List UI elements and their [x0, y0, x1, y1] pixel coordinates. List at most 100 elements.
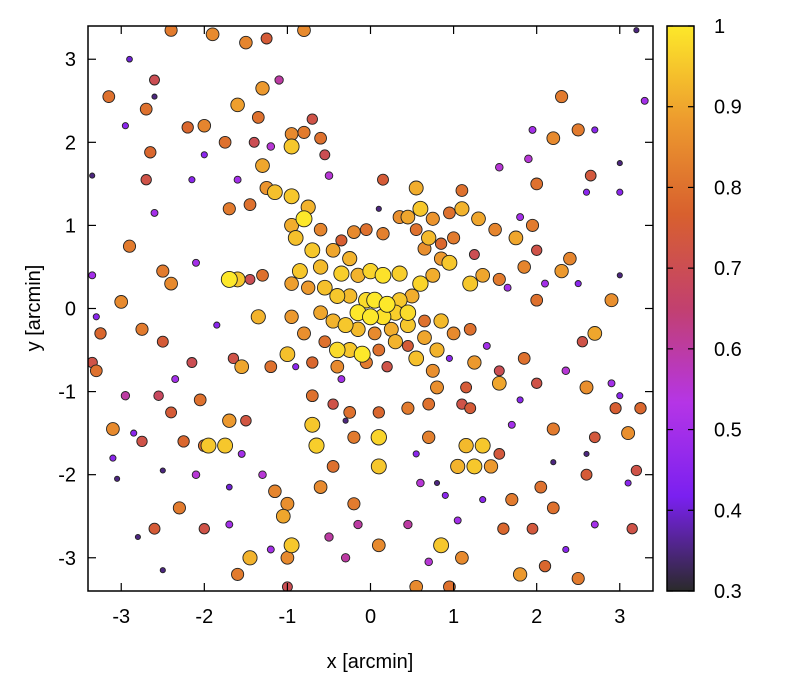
data-point — [151, 93, 158, 100]
data-point — [92, 313, 100, 321]
data-point — [250, 309, 266, 325]
data-point — [283, 188, 300, 205]
y-tick-label: 3 — [65, 49, 76, 71]
colorbar-tick-label: 0.3 — [714, 581, 742, 603]
data-point — [517, 260, 531, 274]
data-point — [474, 437, 491, 454]
data-point — [337, 375, 346, 384]
data-point — [571, 123, 585, 137]
data-point — [267, 184, 283, 201]
data-point — [275, 508, 291, 524]
data-point — [362, 308, 379, 326]
data-point — [304, 416, 321, 433]
y-axis-title: y [arcmin] — [23, 265, 45, 352]
data-point — [280, 496, 295, 511]
data-point — [418, 314, 431, 328]
data-point — [584, 169, 597, 182]
data-point — [225, 520, 234, 529]
data-point — [329, 341, 346, 359]
data-point — [391, 265, 408, 282]
data-point — [466, 458, 483, 475]
data-point — [340, 553, 351, 563]
y-tick-label: -1 — [58, 382, 76, 404]
y-tick-label: 1 — [65, 215, 76, 237]
data-point — [371, 538, 386, 553]
data-point — [417, 330, 432, 345]
data-point — [526, 522, 539, 535]
data-point — [422, 397, 436, 411]
data-point — [516, 396, 524, 404]
data-point — [326, 460, 340, 473]
data-point — [458, 437, 474, 454]
data-point — [524, 154, 533, 164]
data-point — [453, 516, 462, 525]
data-point — [429, 342, 445, 358]
data-point — [136, 435, 148, 448]
data-point — [114, 475, 121, 482]
x-tick-label: 3 — [614, 606, 625, 628]
y-axis: -3 -2 -1 0 1 2 3 — [58, 49, 653, 570]
data-point — [268, 484, 282, 499]
data-point — [441, 254, 458, 271]
data-point — [225, 483, 233, 491]
data-point — [497, 522, 510, 535]
data-point — [479, 496, 487, 504]
data-point — [367, 326, 382, 341]
data-point — [425, 211, 440, 226]
data-point — [333, 265, 350, 282]
data-point — [165, 406, 178, 419]
data-point — [583, 450, 590, 457]
data-point — [607, 379, 616, 388]
data-point — [574, 280, 582, 288]
data-point — [433, 313, 449, 329]
data-point — [421, 230, 437, 246]
data-point — [109, 454, 117, 462]
data-point — [447, 231, 461, 245]
data-point — [491, 375, 507, 391]
data-point — [248, 136, 260, 148]
colorbar-ticks: 0.3 0.4 0.5 0.6 0.7 0.8 0.9 1 — [667, 16, 742, 603]
data-point — [255, 81, 270, 96]
data-point — [563, 251, 577, 266]
data-point — [231, 567, 245, 581]
data-point — [464, 402, 477, 415]
data-point — [471, 211, 486, 227]
data-point — [239, 35, 253, 50]
data-point — [387, 334, 403, 350]
data-point — [587, 326, 603, 341]
data-point — [353, 519, 363, 530]
data-point — [284, 309, 299, 324]
data-point — [616, 392, 624, 400]
data-point — [412, 200, 429, 217]
data-point — [329, 288, 346, 304]
data-point — [283, 537, 300, 554]
data-point — [546, 131, 561, 146]
data-point — [580, 468, 593, 481]
data-point — [359, 223, 373, 236]
data-point — [616, 188, 624, 196]
data-point — [222, 202, 236, 216]
data-point — [314, 131, 327, 145]
data-point — [186, 357, 198, 368]
data-point — [463, 322, 477, 336]
data-point — [337, 317, 354, 334]
data-point — [295, 210, 313, 228]
data-point — [517, 352, 531, 365]
data-point — [217, 437, 234, 454]
data-point — [531, 377, 543, 389]
data-point — [495, 163, 504, 172]
data-point — [330, 359, 345, 374]
data-point — [114, 295, 129, 309]
data-point — [530, 177, 544, 191]
y-tick-label: 2 — [65, 132, 76, 154]
data-point — [370, 429, 387, 446]
data-point — [240, 414, 252, 427]
data-point — [630, 464, 643, 477]
data-point — [640, 96, 649, 105]
data-point — [319, 149, 331, 161]
data-point — [409, 223, 423, 236]
data-point — [243, 198, 257, 211]
data-point — [582, 188, 591, 196]
data-point — [555, 90, 569, 104]
data-point — [525, 218, 540, 232]
